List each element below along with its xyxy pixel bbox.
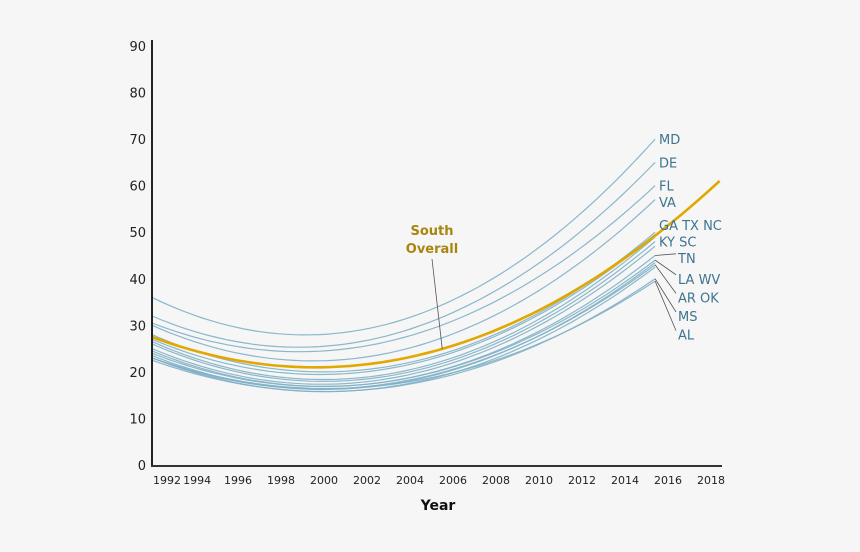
y-tick-label: 40 — [129, 273, 146, 288]
y-tick-label: 50 — [129, 226, 146, 241]
x-tick-label: 2004 — [396, 474, 424, 487]
x-tick-label: 1996 — [224, 474, 252, 487]
annotation-text: South — [410, 224, 453, 239]
state-label-va: VA — [659, 196, 676, 211]
series-line-wv — [151, 262, 656, 390]
y-tick-labels: 0 10 20 30 40 50 60 70 80 90 — [129, 40, 146, 474]
x-tick-label: 2014 — [611, 474, 639, 487]
series-layer — [151, 138, 656, 393]
state-label-de: DE — [659, 156, 677, 171]
y-tick-label: 90 — [129, 40, 146, 55]
series-line-sc — [151, 245, 656, 385]
series-line-tn — [151, 255, 656, 387]
x-tick-label: 2006 — [439, 474, 467, 487]
leader-layer — [654, 253, 677, 331]
state-label-la-wv: LA WV — [678, 273, 720, 288]
leader-line — [654, 259, 677, 276]
state-label-ky-sc: KY SC — [659, 236, 696, 251]
series-line-nc — [151, 236, 656, 381]
annotation-text: Overall — [406, 242, 458, 257]
leader-line — [654, 278, 677, 313]
state-label-al: AL — [678, 329, 695, 344]
y-tick-label: 70 — [129, 133, 146, 148]
x-tick-label: 1994 — [183, 474, 211, 487]
x-tick-label: 2012 — [568, 474, 596, 487]
y-tick-label: 20 — [129, 366, 146, 381]
x-tick-label: 2010 — [525, 474, 553, 487]
axes — [151, 40, 722, 467]
state-label-md: MD — [659, 133, 680, 148]
series-line-tx — [151, 234, 656, 376]
y-tick-label: 60 — [129, 180, 146, 195]
x-tick-label: 2018 — [697, 474, 725, 487]
series-line-al — [151, 280, 656, 390]
series-line-south-overall — [151, 180, 721, 369]
y-tick-label: 80 — [129, 87, 146, 102]
state-label-tn: TN — [677, 252, 696, 267]
series-line-de — [151, 161, 656, 348]
overall-layer — [151, 180, 721, 369]
south-overall-annotation: South Overall — [406, 224, 458, 349]
state-label-ga-tx-nc: GA TX NC — [659, 219, 722, 234]
y-tick-label: 0 — [138, 459, 146, 474]
x-tick-labels: 1992 1994 1996 1998 2000 2002 2004 2006 2008 2010… — [153, 474, 725, 487]
series-line-md — [151, 138, 656, 336]
series-line-fl — [151, 185, 656, 353]
x-tick-label: 1992 — [153, 474, 181, 487]
state-label-ar-ok: AR OK — [678, 291, 719, 306]
annotation-leader-line — [431, 258, 443, 349]
y-tick-label: 30 — [129, 319, 146, 334]
x-tick-label: 2000 — [310, 474, 338, 487]
x-tick-label: 2002 — [353, 474, 381, 487]
x-tick-label: 2008 — [482, 474, 510, 487]
series-line-ar — [151, 264, 656, 390]
x-tick-label: 2016 — [654, 474, 682, 487]
series-line-la — [151, 259, 656, 387]
state-label-fl: FL — [659, 180, 674, 195]
state-label-ms: MS — [678, 310, 697, 325]
y-tick-label: 10 — [129, 412, 146, 427]
series-line-ky — [151, 241, 656, 382]
x-axis-label: Year — [420, 498, 456, 514]
leader-line — [655, 253, 677, 256]
leader-line — [654, 280, 677, 331]
series-line-va — [151, 199, 656, 362]
x-tick-label: 1998 — [267, 474, 295, 487]
leader-line — [654, 264, 677, 294]
